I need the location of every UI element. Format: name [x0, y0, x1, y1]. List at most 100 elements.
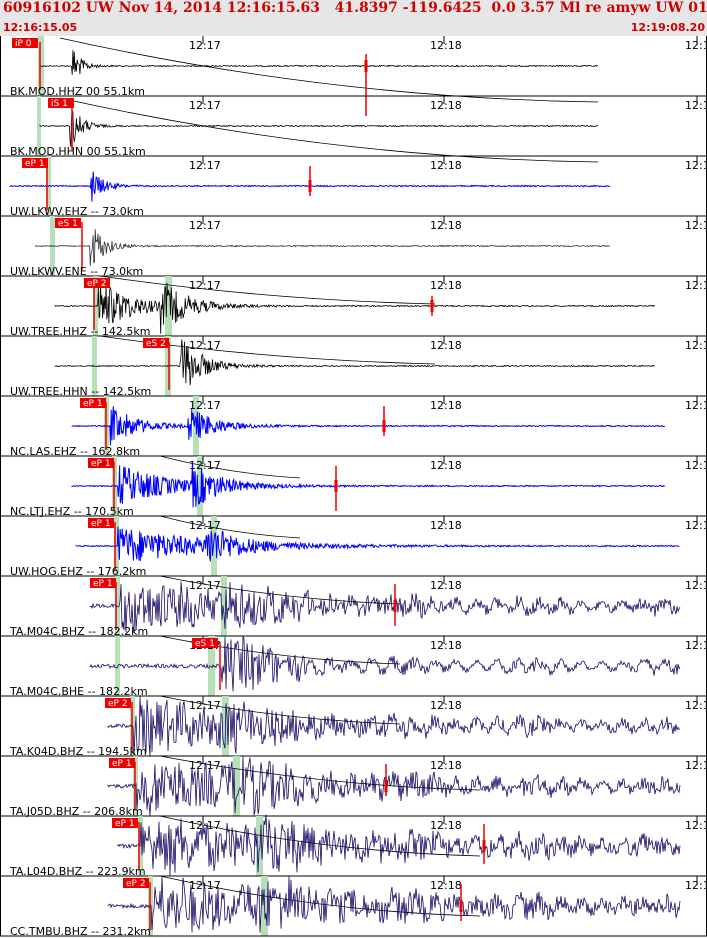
phase-pick-label: eP 2: [87, 279, 107, 289]
time-tick-label: 12:18: [430, 459, 462, 472]
time-tick-label: 12:18: [430, 699, 462, 712]
time-tick-label: 12:19: [685, 219, 707, 232]
waveform-trace: [34, 229, 610, 266]
time-tick-label: 12:19: [685, 399, 707, 412]
travel-time-curve: [159, 455, 301, 479]
time-tick-label: 12:19: [685, 339, 707, 352]
travel-time-curve: [59, 97, 599, 163]
time-tick-label: 12:19: [685, 879, 707, 892]
time-tick-label: 12:18: [430, 819, 462, 832]
station-label: TA.M04C.BHE -- 182.2km: [9, 685, 148, 698]
trace-row[interactable]: 12:17 12:18 12:19 eP 1 UW.HOG.EHZ -- 176.2km: [0, 515, 707, 578]
event-title: 60916102 UW Nov 14, 2014 12:16:15.63 41.…: [3, 0, 707, 16]
predicted-arrival-band: [221, 576, 227, 636]
phase-pick-box[interactable]: [123, 878, 149, 888]
coda-marker-block: [482, 840, 486, 852]
phase-pick-label: eS 1: [58, 219, 78, 229]
station-label: TA.M04C.BHZ -- 182.2km: [9, 625, 148, 638]
phase-pick-box[interactable]: [143, 338, 169, 348]
time-tick-label: 12:18: [430, 519, 462, 532]
time-tick-label: 12:18: [430, 159, 462, 172]
station-label: UW.TREE.HHN -- 142.5km: [10, 385, 151, 398]
time-tick-label: 12:19: [685, 579, 707, 592]
time-tick-label: 12:17: [189, 159, 221, 172]
station-label: CC.TMBU.BHZ -- 231.2km: [10, 925, 151, 938]
coda-marker-block: [382, 420, 386, 432]
phase-pick-box[interactable]: [105, 698, 131, 708]
time-tick-label: 12:18: [430, 579, 462, 592]
time-tick-label: 12:19: [685, 759, 707, 772]
time-tick-label: 12:17: [189, 339, 221, 352]
station-label: UW.LKWV.ENE -- 73.0km: [10, 265, 143, 278]
predicted-arrival-band: [256, 816, 263, 876]
trace-row[interactable]: 12:17 12:18 12:19 iS 1 BK.MOD.HHN 00 55.1km: [0, 96, 707, 163]
predicted-arrival-band: [211, 516, 217, 576]
travel-time-curve: [59, 37, 599, 103]
waveform-trace: [54, 281, 656, 334]
phase-pick-box[interactable]: [90, 578, 116, 588]
phase-pick-box[interactable]: [48, 98, 74, 108]
coda-marker-block: [459, 900, 463, 912]
phase-pick-label: eP 1: [93, 579, 113, 589]
time-tick-label: 12:17: [189, 99, 221, 112]
travel-time-curve: [159, 515, 301, 539]
coda-marker-block: [393, 600, 397, 612]
time-tick-label: 12:17: [189, 399, 221, 412]
phase-pick-label: eP 1: [91, 519, 111, 529]
trace-row[interactable]: 12:17 12:18 12:19 eP 2 UW.TREE.HHZ -- 142.5k…: [0, 275, 707, 338]
phase-pick-label: eP 1: [112, 759, 132, 769]
time-tick-label: 12:17: [189, 699, 221, 712]
time-tick-label: 12:17: [189, 219, 221, 232]
trace-row[interactable]: 12:17 12:18 12:19 eP 1 UW.LKWV.EHZ -- 73.0km: [0, 156, 707, 218]
trace-row[interactable]: 12:17 12:18 12:19 iP 0 BK.MOD.HHZ 00 55.1km: [0, 36, 707, 116]
start-time-label: 12:16:15.05: [3, 21, 78, 34]
phase-pick-label: eP 1: [83, 399, 103, 409]
phase-pick-box[interactable]: [80, 398, 106, 408]
waveform-trace: [117, 814, 681, 876]
phase-pick-label: iP 0: [15, 39, 32, 49]
phase-pick-box[interactable]: [12, 38, 38, 48]
trace-row[interactable]: 12:17 12:18 12:19 eS 2 UW.TREE.HHN -- 142.5k…: [0, 335, 707, 398]
time-tick-label: 12:18: [430, 39, 462, 52]
phase-pick-box[interactable]: [84, 278, 110, 288]
coda-marker-block: [384, 780, 388, 792]
time-tick-label: 12:18: [430, 639, 462, 652]
phase-pick-box[interactable]: [112, 818, 138, 828]
time-tick-label: 12:18: [430, 399, 462, 412]
station-label: TA.J05D.BHZ -- 206.8km: [9, 805, 143, 818]
travel-time-curve: [159, 695, 401, 725]
time-tick-label: 12:18: [430, 219, 462, 232]
time-tick-label: 12:18: [430, 339, 462, 352]
trace-row[interactable]: 12:17 12:18 12:19 eP 2 TA.K04D.BHZ -- 194.5k…: [0, 695, 707, 758]
coda-marker-block: [430, 300, 434, 312]
trace-row[interactable]: 12:17 12:18 12:19 eP 1 NC.LTJ.EHZ -- 170.5km: [0, 455, 707, 518]
phase-pick-box[interactable]: [109, 758, 135, 768]
end-time-label: 12:19:08.20: [630, 21, 705, 34]
phase-pick-box[interactable]: [22, 158, 48, 168]
phase-pick-box[interactable]: [88, 518, 114, 528]
trace-row[interactable]: 12:17 12:18 12:19 eP 1 NC.LAS.EHZ -- 162.8km: [0, 396, 707, 458]
station-label: BK.MOD.HHN 00 55.1km: [10, 145, 146, 158]
time-tick-label: 12:17: [189, 519, 221, 532]
time-tick-label: 12:19: [685, 39, 707, 52]
phase-pick-box[interactable]: [192, 638, 218, 648]
time-tick-label: 12:18: [430, 759, 462, 772]
waveform-trace: [54, 339, 656, 386]
phase-pick-box[interactable]: [55, 218, 81, 228]
station-label: BK.MOD.HHZ 00 55.1km: [10, 85, 145, 98]
trace-row[interactable]: 12:17 12:18 12:19 eS 1 UW.LKWV.ENE -- 73.0km: [0, 216, 707, 278]
time-tick-label: 12:18: [430, 99, 462, 112]
time-tick-label: 12:17: [189, 459, 221, 472]
phase-pick-box[interactable]: [88, 458, 114, 468]
coda-marker-block: [334, 480, 338, 492]
time-tick-label: 12:19: [685, 639, 707, 652]
phase-pick-label: iS 1: [51, 99, 68, 109]
coda-marker-block: [308, 180, 312, 192]
trace-row[interactable]: 12:17 12:18 12:19 eP 1 TA.M04C.BHZ -- 182.2k…: [0, 575, 707, 638]
waveform-trace: [107, 756, 681, 816]
